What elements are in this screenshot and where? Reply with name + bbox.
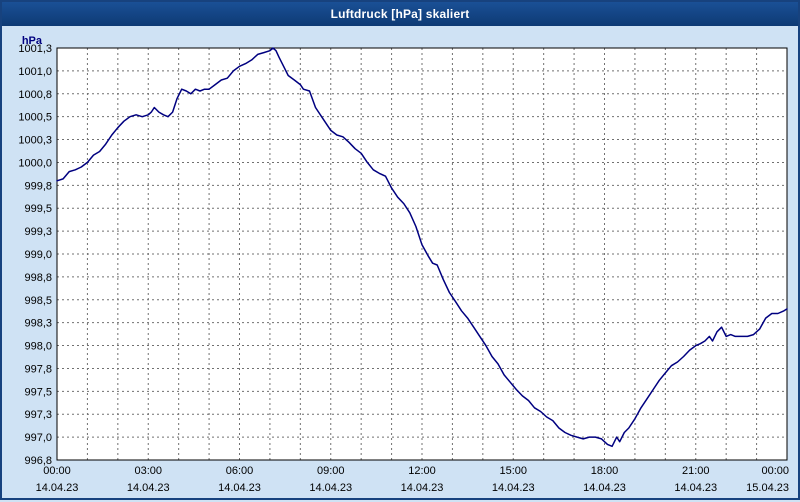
y-tick-label: 998,3 (24, 318, 52, 330)
y-tick-label: 999,5 (24, 203, 52, 215)
x-tick-date-label: 14.04.23 (36, 482, 79, 494)
x-tick-time-label: 03:00 (134, 465, 162, 477)
plot-border (56, 47, 788, 461)
x-tick-time-label: 15:00 (499, 465, 527, 477)
x-tick-time-label: 06:00 (226, 465, 254, 477)
y-tick-label: 1000,8 (18, 89, 52, 101)
y-axis-unit-label: hPa (22, 35, 43, 47)
x-tick-date-label: 15.04.23 (746, 482, 789, 494)
y-tick-label: 997,0 (24, 432, 52, 444)
y-tick-label: 1000,0 (18, 157, 52, 169)
y-tick-label: 998,5 (24, 295, 52, 307)
y-tick-label: 997,3 (24, 409, 52, 421)
y-tick-label: 997,8 (24, 363, 52, 375)
y-tick-label: 996,8 (24, 455, 52, 467)
x-tick-date-label: 14.04.23 (492, 482, 535, 494)
y-tick-label: 1001,3 (18, 43, 52, 55)
y-tick-label: 997,5 (24, 386, 52, 398)
y-tick-label: 998,8 (24, 272, 52, 284)
pressure-line (56, 47, 788, 448)
x-tick-date-label: 14.04.23 (218, 482, 261, 494)
x-tick-date-label: 14.04.23 (127, 482, 170, 494)
x-tick-date-label: 14.04.23 (583, 482, 626, 494)
x-tick-time-label: 09:00 (317, 465, 345, 477)
x-tick-time-label: 00:00 (43, 465, 71, 477)
y-tick-label: 999,0 (24, 249, 52, 261)
y-tick-label: 1001,0 (18, 66, 52, 78)
x-tick-time-label: 12:00 (408, 465, 436, 477)
y-tick-label: 1000,3 (18, 135, 52, 147)
y-tick-label: 999,3 (24, 226, 52, 238)
x-tick-date-label: 14.04.23 (309, 482, 352, 494)
y-tick-label: 1000,5 (18, 112, 52, 124)
x-tick-date-label: 14.04.23 (674, 482, 717, 494)
x-tick-date-label: 14.04.23 (401, 482, 444, 494)
x-tick-time-label: 21:00 (682, 465, 710, 477)
window-titlebar[interactable]: Luftdruck [hPa] skaliert (2, 2, 798, 26)
x-tick-time-label: 00:00 (761, 465, 789, 477)
y-tick-label: 998,0 (24, 341, 52, 353)
x-tick-time-label: 18:00 (591, 465, 619, 477)
y-tick-label: 999,8 (24, 180, 52, 192)
window-title: Luftdruck [hPa] skaliert (330, 7, 470, 21)
